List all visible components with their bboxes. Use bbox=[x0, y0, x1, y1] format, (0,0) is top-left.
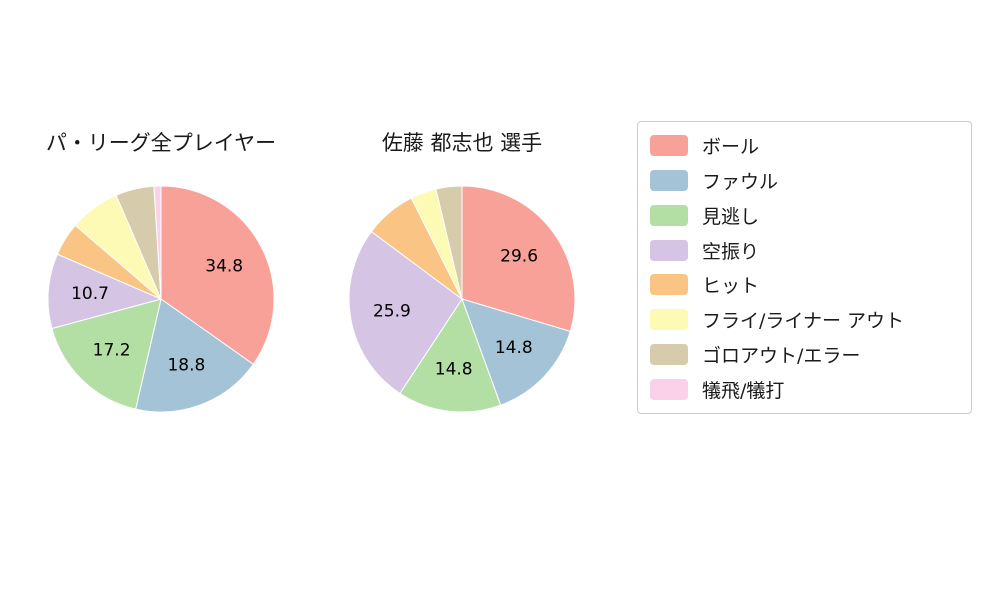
legend-label: 見逃し bbox=[702, 205, 760, 228]
legend-item-1: ファウル bbox=[650, 163, 959, 198]
pie-slice-6 bbox=[435, 185, 463, 300]
pie-slice-2 bbox=[51, 298, 162, 410]
pie-slice-1 bbox=[461, 298, 571, 406]
legend-swatch bbox=[650, 344, 688, 366]
pie-slice-0 bbox=[461, 185, 576, 332]
pie-slice-2 bbox=[399, 298, 502, 413]
legend-swatch bbox=[650, 239, 688, 261]
legend-swatch bbox=[650, 134, 688, 156]
legend-label: 犠飛/犠打 bbox=[702, 380, 785, 403]
legend-swatch bbox=[650, 379, 688, 401]
legend-label: ファウル bbox=[702, 170, 779, 193]
pie-value-label: 17.2 bbox=[93, 340, 131, 360]
legend-item-0: ボール bbox=[650, 128, 959, 163]
legend-item-2: 見逃し bbox=[650, 198, 959, 233]
pie-chart-right: 29.6 14.8 14.8 25.9 bbox=[348, 185, 576, 413]
pie-value-label: 10.7 bbox=[71, 284, 109, 304]
legend-swatch bbox=[650, 204, 688, 226]
pie-slice-0 bbox=[160, 185, 275, 365]
legend-item-5: フライ/ライナー アウト bbox=[650, 302, 959, 337]
legend-label: ボール bbox=[702, 135, 760, 158]
legend-swatch bbox=[650, 169, 688, 191]
legend-label: ヒット bbox=[702, 275, 760, 298]
legend-item-6: ゴロアウト/エラー bbox=[650, 337, 959, 372]
pie-value-label: 34.8 bbox=[205, 256, 243, 276]
pie-value-label: 14.8 bbox=[495, 338, 533, 358]
legend-swatch bbox=[650, 274, 688, 296]
legend-swatch bbox=[650, 309, 688, 331]
pie-value-label: 25.9 bbox=[373, 301, 411, 321]
legend-item-4: ヒット bbox=[650, 268, 959, 303]
legend: ボールファウル見逃し空振りヒットフライ/ライナー アウト ゴロアウト/エラー 犠飛/… bbox=[637, 121, 972, 414]
pie-value-label: 14.8 bbox=[435, 360, 473, 380]
pie-chart-left: 34.8 18.8 17.2 10.7 bbox=[47, 185, 275, 413]
pie-slice-3 bbox=[348, 231, 463, 394]
legend-label: フライ/ライナー アウト bbox=[702, 310, 905, 333]
legend-item-3: 空振り bbox=[650, 233, 959, 268]
chart-title-right: 佐藤 都志也 選手 bbox=[381, 131, 543, 155]
pie-value-label: 18.8 bbox=[167, 356, 205, 376]
legend-item-7: 犠飛/犠打 bbox=[650, 372, 959, 407]
pie-slice-1 bbox=[135, 298, 254, 413]
legend-label: 空振り bbox=[702, 240, 760, 263]
pie-slice-7 bbox=[153, 185, 162, 300]
chart-title-left: パ・リーグ全プレイヤー bbox=[45, 131, 277, 155]
pie-slice-3 bbox=[47, 253, 162, 329]
legend-label: ゴロアウト/エラー bbox=[702, 345, 861, 368]
pie-value-label: 29.6 bbox=[500, 247, 538, 267]
